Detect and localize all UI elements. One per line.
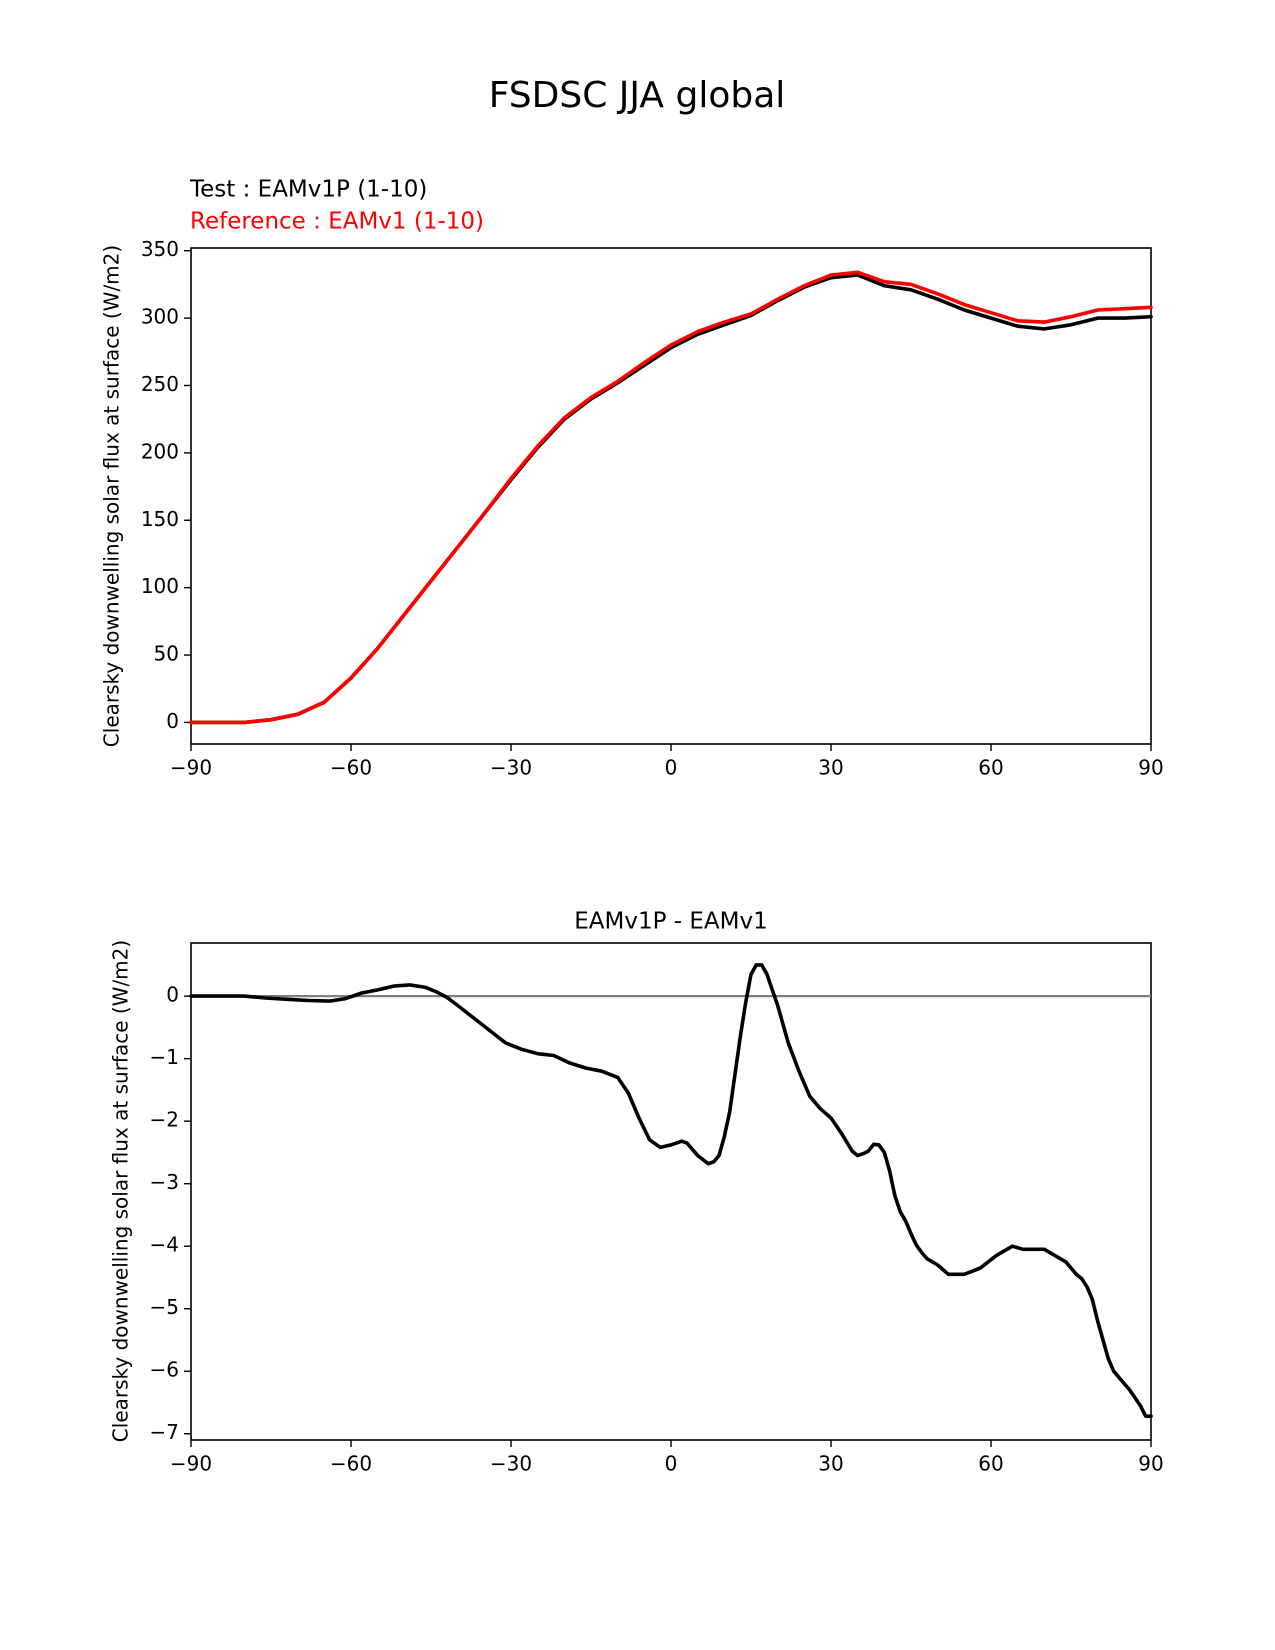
bottom-chart-ytick-label: −1: [150, 1045, 179, 1069]
top-chart-series-reference-line: [189, 270, 1153, 725]
bottom-chart: EAMv1P - EAMv1 Clearsky downwelling sola…: [109, 909, 1164, 1476]
top-chart-ytick-label: 100: [141, 574, 179, 598]
top-chart-series-test-line: [189, 273, 1153, 725]
bottom-chart-ytick-label: 0: [166, 983, 179, 1007]
top-chart-ytick-label: 50: [154, 642, 179, 666]
bottom-chart-ytick-label: −7: [150, 1420, 179, 1444]
top-chart-legend: Test : EAMv1P (1-10) Reference : EAMv1 (…: [189, 177, 484, 235]
top-chart: Clearsky downwelling solar flux at surfa…: [100, 237, 1164, 779]
top-chart-xtick-label: 0: [665, 756, 678, 780]
bottom-chart-xtick-label: −60: [330, 1452, 372, 1476]
top-chart-ytick-label: 0: [166, 709, 179, 733]
bottom-chart-ytick-label: −6: [150, 1358, 179, 1382]
legend-test: Test : EAMv1P (1-10): [189, 177, 427, 203]
bottom-chart-ytick-label: −2: [150, 1108, 179, 1132]
top-chart-ytick-label: 250: [141, 372, 179, 396]
bottom-chart-ylabel: Clearsky downwelling solar flux at surfa…: [109, 940, 133, 1442]
bottom-chart-xtick-label: 0: [665, 1452, 678, 1476]
figure-title: FSDSC JJA global: [489, 75, 786, 116]
bottom-chart-ytick-label: −3: [150, 1170, 179, 1194]
bottom-chart-series-difference-line: [189, 963, 1153, 1418]
top-chart-ytick-label: 200: [141, 439, 179, 463]
legend-reference: Reference : EAMv1 (1-10): [190, 209, 484, 235]
bottom-chart-plot-area: [190, 942, 1152, 1441]
top-chart-ytick-label: 150: [141, 507, 179, 531]
bottom-chart-ytick-label: −5: [150, 1295, 179, 1319]
top-chart-ylabel: Clearsky downwelling solar flux at surfa…: [100, 245, 124, 747]
top-chart-xtick-label: 60: [978, 756, 1003, 780]
bottom-chart-xtick-label: 30: [818, 1452, 843, 1476]
bottom-chart-xtick-label: 60: [978, 1452, 1003, 1476]
bottom-chart-xtick-label: −30: [490, 1452, 532, 1476]
bottom-chart-title: EAMv1P - EAMv1: [574, 909, 768, 935]
top-chart-xtick-label: −30: [490, 756, 532, 780]
top-chart-xtick-label: −90: [170, 756, 212, 780]
bottom-chart-ytick-label: −4: [150, 1233, 179, 1257]
top-chart-xtick-label: 30: [818, 756, 843, 780]
top-chart-xtick-label: −60: [330, 756, 372, 780]
bottom-chart-xtick-label: 90: [1138, 1452, 1163, 1476]
top-chart-ytick-label: 300: [141, 305, 179, 329]
bottom-chart-xtick-label: −90: [170, 1452, 212, 1476]
top-chart-xtick-label: 90: [1138, 756, 1163, 780]
top-chart-ytick-label: 350: [141, 237, 179, 261]
